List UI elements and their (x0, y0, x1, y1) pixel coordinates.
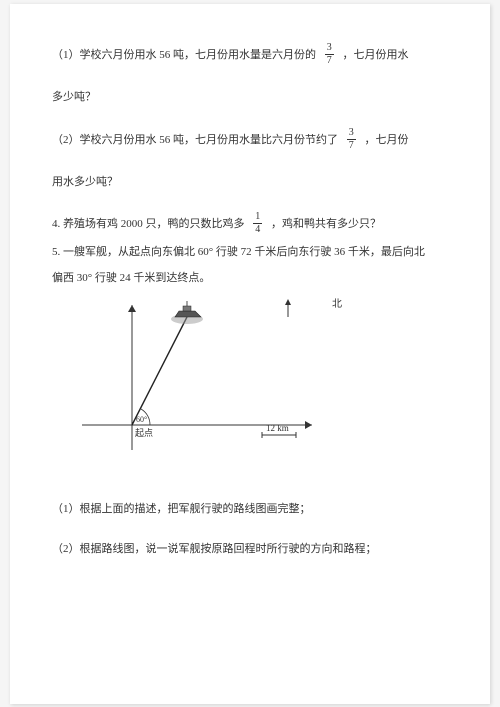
q4-text-b: ，鸡和鸭共有多少只？ (271, 218, 381, 230)
q5-sub1: （1）根据上面的描述，把军舰行驶的路线图画完整； (52, 501, 448, 519)
q3-2-text-b: ，七月份 (365, 134, 409, 146)
q3-1-text-a: （1）学校六月份用水 56 吨，七月份用水量是六月份的 (52, 49, 316, 61)
north-arrow-head (285, 299, 291, 305)
fraction-3-7-b: 3 7 (347, 128, 356, 151)
ship-path (132, 317, 187, 425)
fraction-den: 7 (325, 55, 334, 66)
diagram: 北 60° 起点 (52, 295, 448, 465)
q4-line: 4. 养殖场有鸡 2000 只，鸭的只数比鸡多 1 4 ，鸡和鸭共有多少只？ (52, 213, 448, 236)
q3-1-line2: 多少吨？ (52, 89, 448, 107)
q4-text-a: 4. 养殖场有鸡 2000 只，鸭的只数比鸡多 (52, 218, 245, 230)
page: （1）学校六月份用水 56 吨，七月份用水量是六月份的 3 7 ，七月份用水 多… (10, 4, 490, 704)
fraction-3-7: 3 7 (325, 43, 334, 66)
q3-1-text-b: ，七月份用水 (343, 49, 409, 61)
q5-sub2: （2）根据路线图，说一说军舰按原路回程时所行驶的方向和路程； (52, 541, 448, 559)
scale-label: 12 km (266, 423, 289, 433)
diagram-svg: 60° 起点 12 km (52, 295, 352, 465)
north-label: 北 (332, 297, 342, 313)
angle-label: 60° (136, 415, 147, 424)
q3-2-text-a: （2）学校六月份用水 56 吨，七月份用水量比六月份节约了 (52, 134, 338, 146)
fraction-num: 3 (347, 128, 356, 140)
fraction-1-4: 1 4 (253, 212, 262, 235)
q3-2-line2: 用水多少吨？ (52, 174, 448, 192)
q3-2-line1: （2）学校六月份用水 56 吨，七月份用水量比六月份节约了 3 7 ，七月份 (52, 129, 448, 152)
origin-label: 起点 (135, 428, 153, 438)
q3-1-line1: （1）学校六月份用水 56 吨，七月份用水量是六月份的 3 7 ，七月份用水 (52, 44, 448, 67)
fraction-num: 3 (325, 43, 334, 55)
y-axis-arrow (128, 305, 136, 312)
fraction-num: 1 (253, 212, 262, 224)
ship-icon (171, 301, 203, 324)
q5-line1: 5. 一艘军舰，从起点向东偏北 60° 行驶 72 千米后向东行驶 36 千米，… (52, 244, 448, 262)
x-axis-arrow (305, 421, 312, 429)
fraction-den: 7 (347, 140, 356, 151)
q5-line2: 偏西 30° 行驶 24 千米到达终点。 (52, 270, 448, 288)
fraction-den: 4 (253, 224, 262, 235)
